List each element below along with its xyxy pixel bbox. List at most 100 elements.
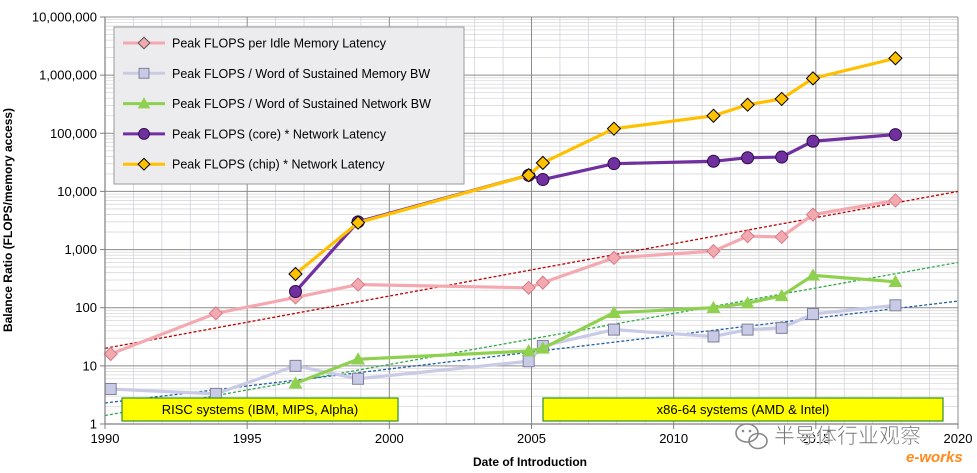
data-point bbox=[351, 352, 366, 365]
legend: Peak FLOPS per Idle Memory Latency Peak F… bbox=[113, 26, 465, 185]
x-tick-label: 2020 bbox=[944, 431, 973, 446]
data-point bbox=[606, 250, 622, 266]
data-point bbox=[350, 215, 366, 230]
data-point bbox=[289, 285, 303, 299]
x-tick-label: 2005 bbox=[517, 431, 546, 446]
watermark: 半导体行业观察 e-works bbox=[722, 414, 972, 468]
data-point bbox=[522, 355, 535, 368]
data-point bbox=[606, 305, 621, 318]
x-tick-label: 1990 bbox=[91, 431, 120, 446]
series-5 bbox=[288, 51, 903, 282]
series-line bbox=[294, 56, 896, 276]
y-tick-label: 10,000 bbox=[57, 184, 97, 199]
data-point bbox=[888, 128, 902, 142]
data-point bbox=[607, 157, 621, 171]
data-point bbox=[607, 323, 620, 336]
legend-entry: Peak FLOPS / Word of Sustained Memory BW bbox=[123, 67, 430, 81]
legend-box bbox=[113, 26, 465, 185]
legend-swatch-marker bbox=[138, 67, 150, 79]
data-point bbox=[806, 134, 820, 148]
y-tick-label: 10 bbox=[83, 358, 97, 373]
annotation-text: RISC systems (IBM, MIPS, Alpha) bbox=[162, 402, 359, 417]
data-point bbox=[606, 121, 622, 136]
wechat-icon bbox=[735, 423, 768, 450]
y-tick-label: 1,000 bbox=[64, 242, 97, 257]
legend-swatch-marker bbox=[138, 128, 150, 140]
legend-label: Peak FLOPS / Word of Sustained Network B… bbox=[172, 97, 431, 111]
data-point bbox=[707, 330, 720, 343]
data-point bbox=[208, 306, 224, 321]
data-point bbox=[774, 288, 789, 302]
data-point bbox=[521, 344, 536, 357]
data-point bbox=[706, 154, 720, 168]
data-point bbox=[805, 71, 821, 86]
data-point bbox=[740, 97, 755, 112]
data-series bbox=[103, 51, 903, 400]
data-point bbox=[535, 155, 551, 171]
legend-label: Peak FLOPS (chip) * Network Latency bbox=[172, 158, 385, 172]
x-axis-label: Date of Introduction bbox=[473, 455, 587, 469]
data-point bbox=[775, 321, 788, 334]
legend-swatch-marker bbox=[137, 36, 151, 50]
series-1 bbox=[103, 193, 903, 362]
data-point bbox=[741, 323, 754, 336]
data-point bbox=[706, 108, 721, 123]
axes: 1 10 100 1,000 10,000 100,000 1,000,000 10,000,… bbox=[32, 10, 973, 447]
data-point bbox=[774, 229, 789, 245]
series-line bbox=[294, 273, 896, 385]
data-point bbox=[521, 168, 536, 183]
legend-entry: Peak FLOPS (chip) * Network Latency bbox=[123, 157, 385, 172]
data-point bbox=[288, 266, 303, 282]
data-point bbox=[706, 300, 721, 313]
x-tick-label: 2000 bbox=[375, 431, 404, 446]
data-point bbox=[535, 341, 550, 354]
series-line bbox=[110, 198, 896, 356]
annotation-box-2: x86-64 systems (AMD & Intel) bbox=[542, 397, 944, 422]
legend-label: Peak FLOPS / Word of Sustained Memory BW bbox=[172, 67, 430, 81]
annotation-box-1: RISC systems (IBM, MIPS, Alpha) bbox=[121, 397, 399, 422]
data-point bbox=[740, 228, 755, 244]
x-tick-label: 1995 bbox=[233, 431, 262, 446]
legend-label: Peak FLOPS per Idle Memory Latency bbox=[172, 37, 387, 51]
data-point bbox=[806, 307, 819, 320]
data-point bbox=[888, 193, 903, 208]
legend-swatch-marker bbox=[137, 157, 151, 171]
annotation-text: x86-64 systems (AMD & Intel) bbox=[657, 402, 830, 417]
y-axis-label: Balance Ratio (FLOPS/memory access) bbox=[1, 108, 15, 332]
legend-swatch-marker bbox=[137, 97, 151, 109]
trendline-2 bbox=[104, 261, 959, 417]
watermark-text: 半导体行业观察 bbox=[774, 425, 921, 448]
data-point bbox=[888, 51, 903, 66]
data-point bbox=[350, 277, 366, 292]
legend-entry: Peak FLOPS / Word of Sustained Network B… bbox=[123, 97, 431, 111]
data-point bbox=[741, 151, 755, 165]
data-point bbox=[104, 382, 117, 395]
data-point bbox=[740, 296, 755, 309]
data-point bbox=[805, 268, 820, 281]
data-point bbox=[889, 299, 902, 312]
data-point bbox=[352, 372, 365, 385]
data-point bbox=[103, 346, 118, 362]
data-point bbox=[288, 376, 303, 389]
legend-entry: Peak FLOPS per Idle Memory Latency bbox=[123, 36, 387, 51]
data-point bbox=[289, 359, 302, 372]
y-tick-label: 100 bbox=[75, 300, 97, 315]
annotation-boxes: RISC systems (IBM, MIPS, Alpha) x86-64 sy… bbox=[121, 397, 944, 422]
y-tick-label: 1 bbox=[90, 417, 97, 432]
eworks-logo: e-works bbox=[906, 449, 963, 466]
y-tick-label: 1,000,000 bbox=[39, 68, 97, 83]
data-point bbox=[775, 150, 789, 164]
legend-label: Peak FLOPS (core) * Network Latency bbox=[172, 127, 387, 141]
data-point bbox=[521, 280, 536, 296]
x-tick-label: 2010 bbox=[659, 431, 688, 446]
data-point bbox=[774, 91, 789, 107]
data-point bbox=[706, 243, 721, 259]
legend-entry: Peak FLOPS (core) * Network Latency bbox=[123, 127, 387, 141]
data-point bbox=[535, 275, 551, 290]
y-tick-label: 100,000 bbox=[50, 126, 97, 141]
x-tick-label: 2015 bbox=[801, 431, 830, 446]
data-point bbox=[888, 274, 903, 287]
series-3 bbox=[288, 268, 903, 389]
data-point bbox=[805, 207, 821, 222]
